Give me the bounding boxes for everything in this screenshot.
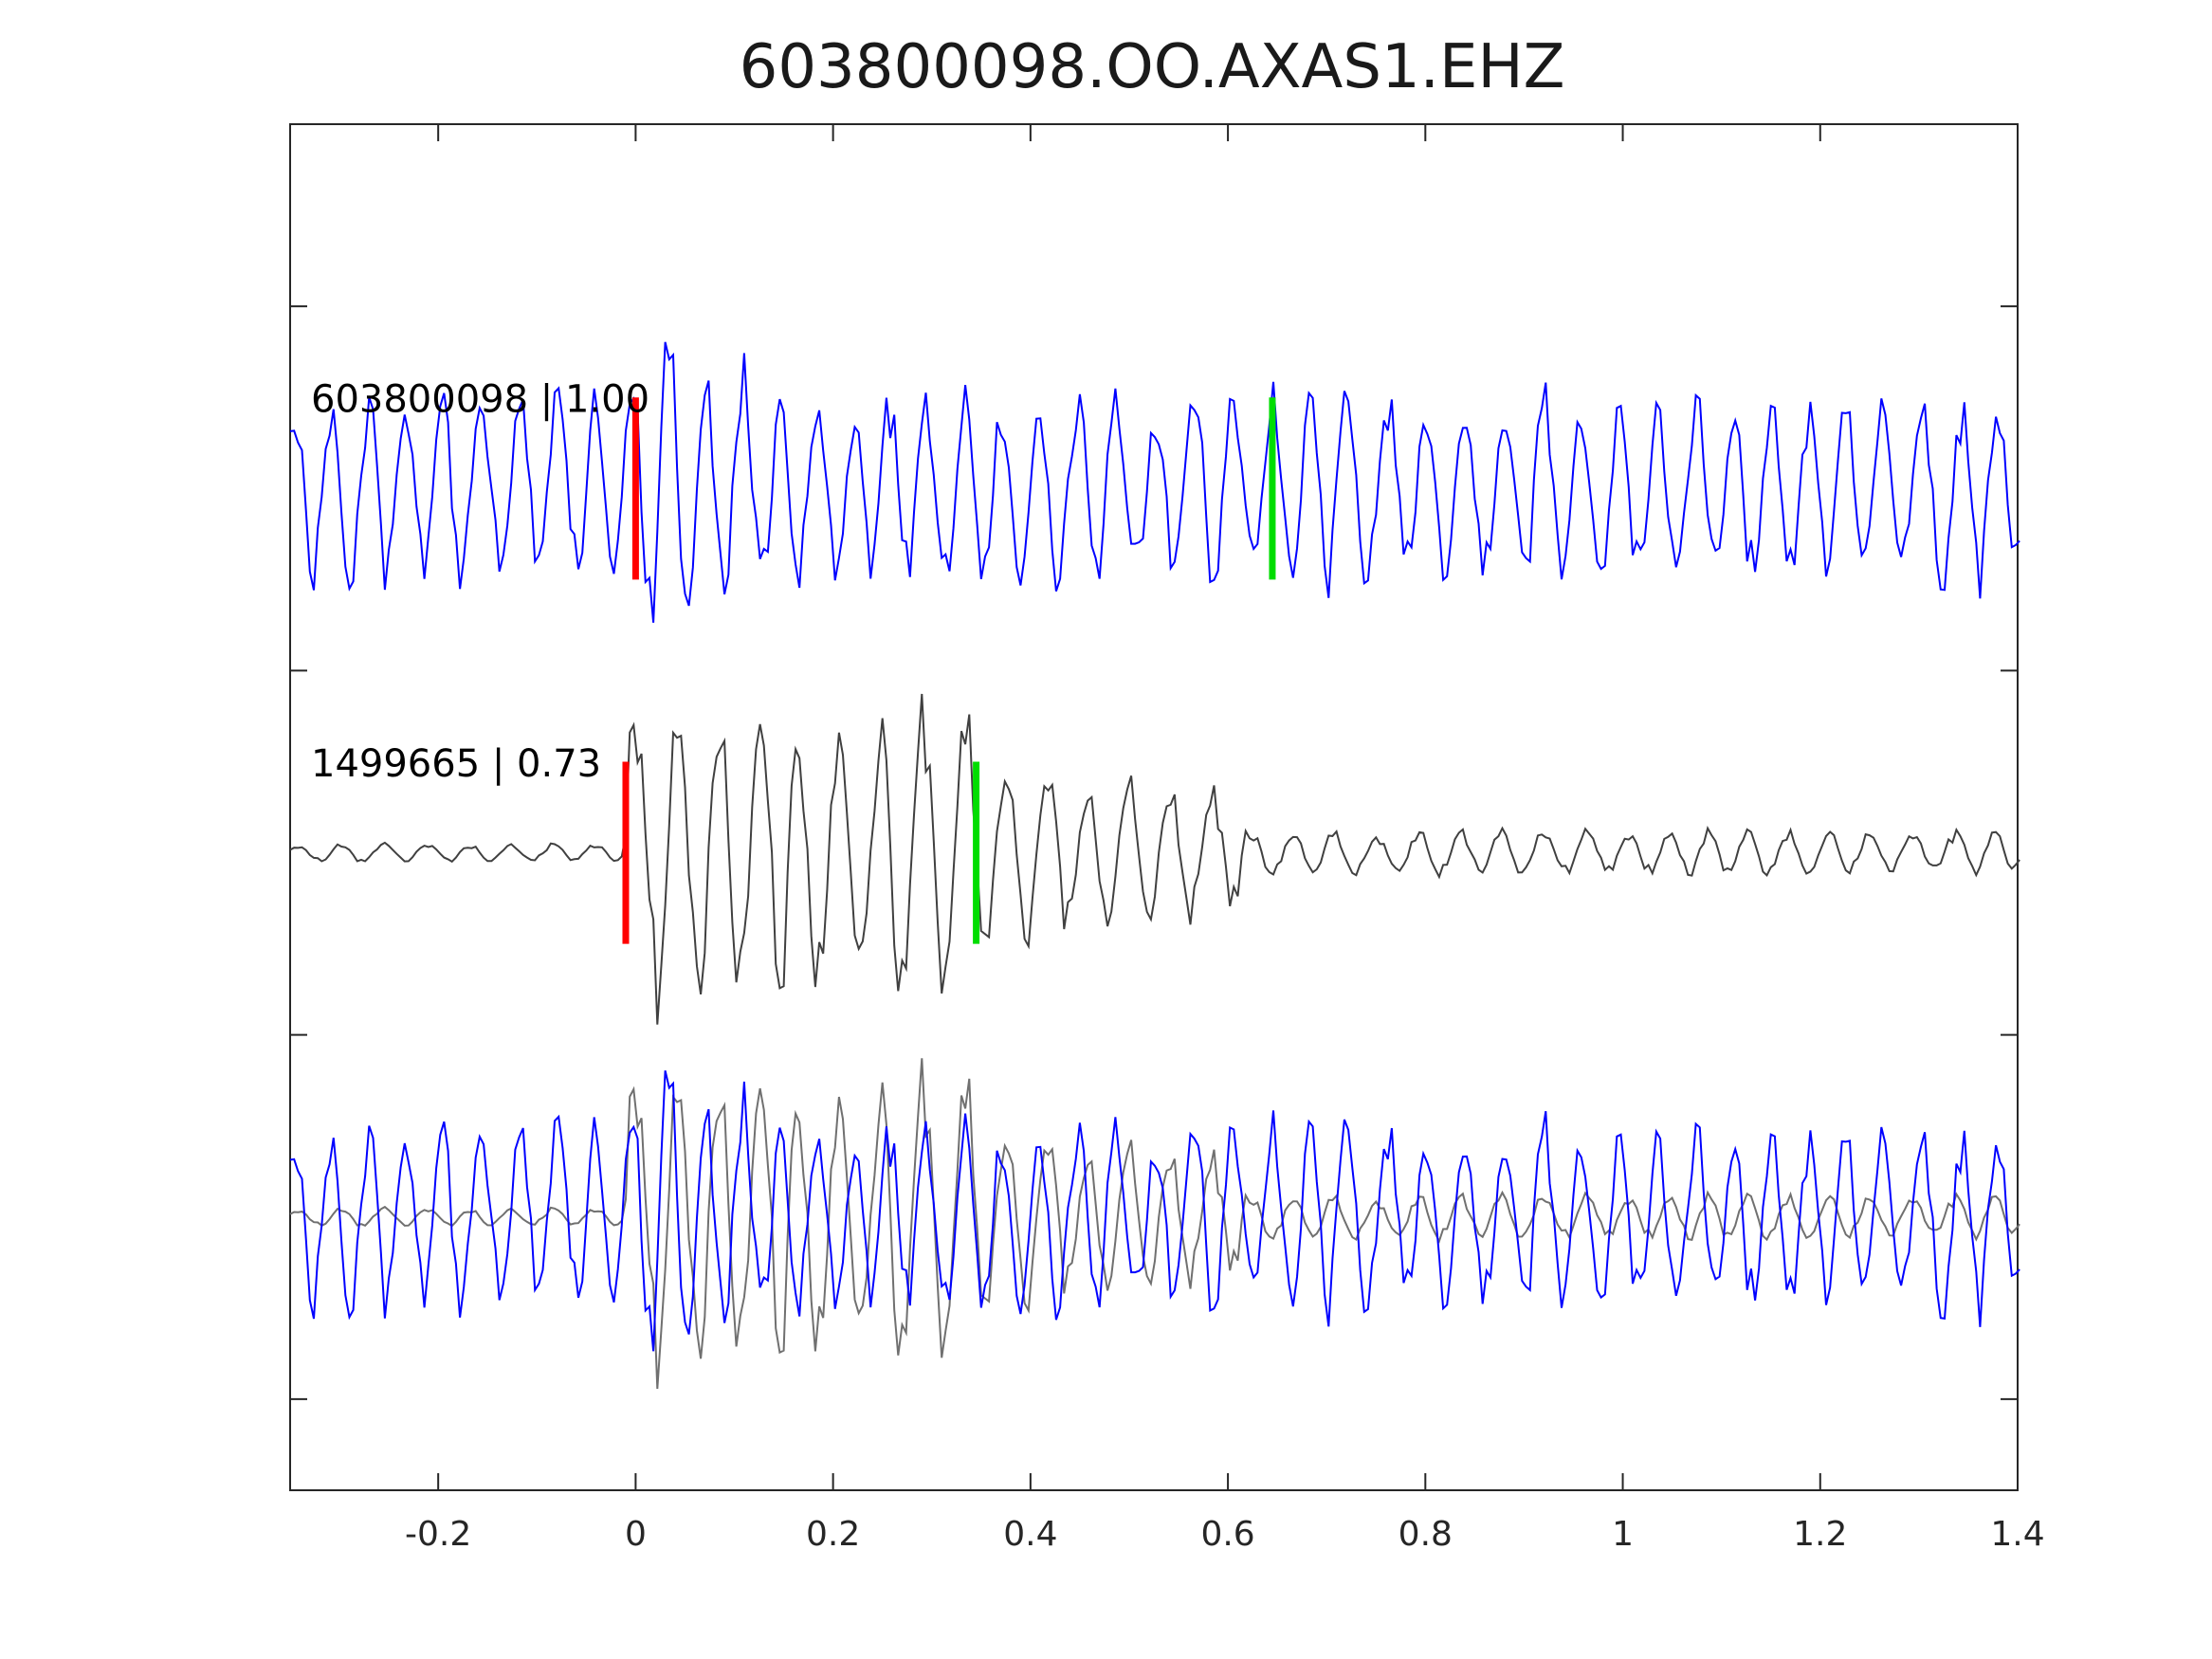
phase-picks [622, 397, 1276, 944]
trace-labels: 603800098 | 1.00 1499665 | 0.73 [311, 378, 649, 786]
x-tick-label: 1 [1612, 1515, 1634, 1554]
x-tick-label: 0.2 [806, 1515, 860, 1554]
overlay-blue-waveform [289, 1070, 2020, 1352]
overlay-grey-waveform [289, 1058, 2020, 1389]
trace-label-1: 603800098 | 1.00 [311, 378, 649, 422]
plot-area: -0.2 0 0.2 0.4 0.6 0.8 1 1.2 1.4 603800098 | 1.0… [289, 123, 2045, 1554]
trace-2-waveform [289, 693, 2020, 1025]
x-tick-label: 0.6 [1200, 1515, 1254, 1554]
x-tick-labels: -0.2 0 0.2 0.4 0.6 0.8 1 1.2 1.4 [405, 1515, 2045, 1554]
chart-title: 603800098.OO.AXAS1.EHZ [740, 32, 1565, 102]
trace-label-2: 1499665 | 0.73 [311, 742, 601, 786]
x-tick-label: -0.2 [405, 1515, 471, 1554]
x-tick-label: 1.4 [1990, 1515, 2044, 1554]
axis-ticks [290, 124, 2019, 1490]
waveform-traces [289, 341, 2020, 1389]
x-tick-label: 1.2 [1793, 1515, 1847, 1554]
x-tick-label: 0.8 [1398, 1515, 1453, 1554]
trace-1-waveform [289, 341, 2020, 623]
x-tick-label: 0 [625, 1515, 647, 1554]
axes-frame [289, 123, 2019, 1491]
x-tick-label: 0.4 [1003, 1515, 1057, 1554]
